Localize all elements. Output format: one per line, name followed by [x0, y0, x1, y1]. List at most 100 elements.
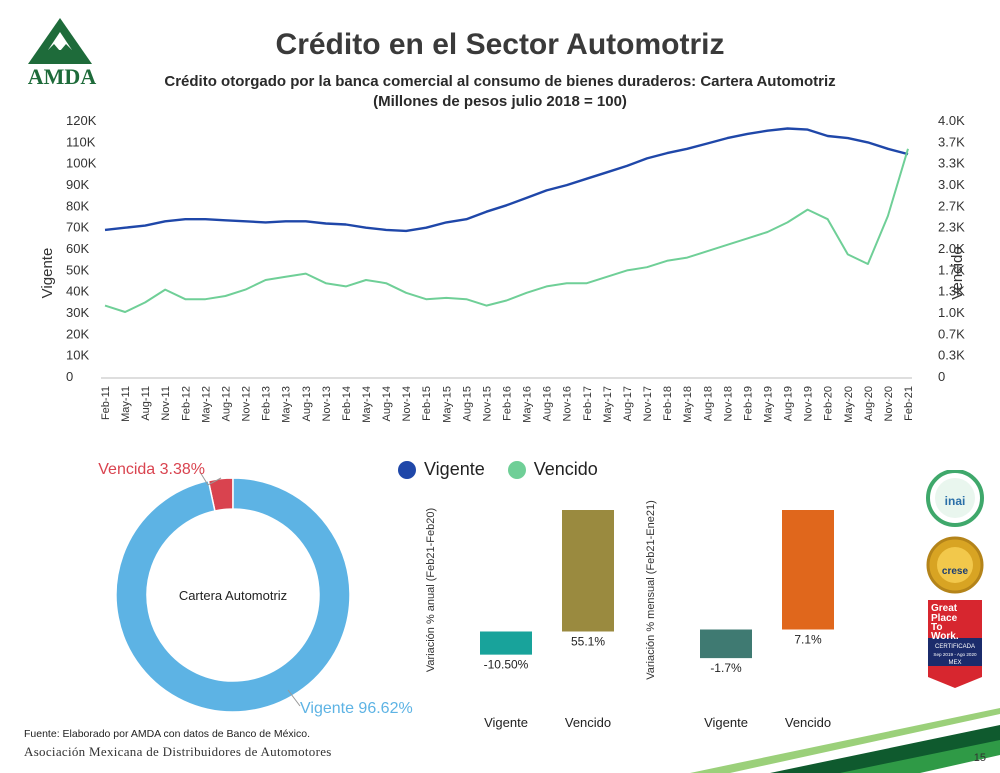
gptw-line-4: Work.	[931, 631, 959, 642]
donut-center-label: Cartera Automotriz	[179, 588, 287, 603]
y2-tick-label: 1.3K	[938, 284, 965, 299]
monthly-variation-bar-chart: Variación % mensual (Feb21-Ene21) -1.7% Vi…	[645, 500, 834, 730]
y2-tick-label: 0.7K	[938, 326, 965, 341]
annual-variation-bar-chart: Variación % anual (Feb21-Feb20) -10.50% Vi…	[425, 508, 614, 730]
vencida-leader-line	[199, 471, 222, 486]
legend-vigente-label: Vigente	[424, 459, 485, 479]
y-tick-label: 100K	[66, 156, 97, 171]
donut-chart: Cartera Automotriz Vencida 3.38% Vigente 9…	[98, 461, 413, 717]
y2-tick-label: 1.0K	[938, 305, 965, 320]
gptw-period: Sep 2019 - Ago 2020	[933, 652, 977, 657]
x-tick-label: Aug-19	[783, 386, 795, 421]
y-axis-label: Vigente	[39, 248, 56, 299]
x-tick-label: Feb-15	[421, 386, 433, 421]
crese-text: crese	[942, 566, 969, 577]
series-vigente-line	[104, 127, 909, 233]
y2-tick-label: 4.0K	[938, 113, 965, 128]
monthly-category-label: Vigente	[704, 715, 748, 730]
y2-tick-label: 2.3K	[938, 220, 965, 235]
x-tick-label: Nov-13	[321, 386, 333, 421]
y2-tick-label: 0.3K	[938, 348, 965, 363]
x-tick-label: May-15	[441, 386, 453, 423]
certification-badges: inai crese Great Place To Work. CERTIFIC…	[926, 470, 984, 688]
amda-logo: AMDA	[28, 18, 96, 89]
x-tick-label: May-19	[762, 386, 774, 423]
annual-category-label: Vigente	[484, 715, 528, 730]
y2-axis-label: Vencido	[949, 246, 966, 299]
y-tick-label: 80K	[66, 198, 89, 213]
great-place-to-work-badge: Great Place To Work. CERTIFICADA Sep 201…	[928, 600, 982, 688]
line-chart: 0 10K 20K 30K 40K 50K 60K 70K 80K 90K 100K 110K 120K…	[39, 113, 966, 423]
x-tick-label: Aug-14	[381, 386, 393, 421]
x-tick-label: Nov-11	[160, 386, 172, 421]
monthly-category-label: Vencido	[785, 715, 831, 730]
y2-tick-label: 2.0K	[938, 241, 965, 256]
x-tick-label: Feb-14	[341, 386, 353, 421]
slice-vigente	[115, 477, 351, 713]
vigente-leader-line	[287, 689, 301, 707]
x-tick-label: Nov-15	[481, 386, 493, 421]
x-tick-label: Feb-16	[502, 386, 514, 421]
x-tick-label: Aug-20	[863, 386, 875, 421]
monthly-value-label: 7.1%	[794, 633, 822, 647]
x-tick-label: Feb-13	[261, 386, 273, 421]
x-tick-label: Aug-18	[702, 386, 714, 421]
gptw-certificada: CERTIFICADA	[935, 644, 975, 650]
x-tick-label: Nov-17	[642, 386, 654, 421]
annual-y-axis-label: Variación % anual (Feb21-Feb20)	[425, 508, 437, 672]
x-tick-label: Feb-21	[903, 386, 915, 421]
y2-tick-label: 0	[938, 369, 945, 384]
y-tick-label: 40K	[66, 284, 89, 299]
crese-badge: crese	[926, 536, 984, 594]
subtitle-line-2: (Millones de pesos julio 2018 = 100)	[373, 93, 627, 110]
x-tick-label: May-20	[843, 386, 855, 423]
monthly-bar-vencido	[782, 510, 834, 630]
y-tick-label: 20K	[66, 326, 89, 341]
gptw-line-1: Great	[931, 603, 958, 614]
x-tick-label: May-17	[602, 386, 614, 423]
x-tick-label: Feb-20	[823, 386, 835, 421]
legend-vigente: Vigente	[398, 459, 485, 480]
x-tick-label: May-16	[522, 386, 534, 423]
x-tick-label: Aug-15	[461, 386, 473, 421]
y2-tick-label: 3.3K	[938, 156, 965, 171]
x-tick-label: Feb-12	[180, 386, 192, 421]
legend-vencido-marker	[507, 460, 526, 479]
annual-category-label: Vencido	[565, 715, 611, 730]
x-tick-label: Nov-18	[722, 386, 734, 421]
x-tick-label: Aug-16	[542, 386, 554, 421]
annual-bar-vigente	[480, 631, 532, 655]
slice-label-vigente: Vigente 96.62%	[300, 700, 413, 717]
legend-vigente-marker	[398, 460, 416, 479]
x-tick-label: Aug-11	[140, 386, 152, 421]
x-tick-label: May-13	[281, 386, 293, 423]
annual-value-label: -10.50%	[484, 658, 529, 672]
y-tick-label: 70K	[66, 220, 89, 235]
y2-tick-label: 3.0K	[938, 177, 965, 192]
legend-vencido-label: Vencido	[533, 459, 598, 479]
x-tick-label: May-11	[120, 386, 132, 422]
x-tick-label: Aug-17	[622, 386, 634, 421]
y-tick-label: 120K	[66, 113, 97, 128]
x-tick-label: Aug-13	[301, 386, 313, 421]
monthly-y-axis-label: Variación % mensual (Feb21-Ene21)	[645, 500, 657, 680]
annual-value-label: 55.1%	[571, 634, 605, 648]
slice-label-vencida: Vencida 3.38%	[98, 461, 205, 478]
y-tick-label: 10K	[66, 348, 89, 363]
chart-subtitle: Crédito otorgado por la banca comercial …	[0, 72, 1000, 112]
x-tick-label: Feb-19	[742, 386, 754, 421]
x-tick-label: May-14	[361, 386, 373, 423]
monthly-bar-vigente	[700, 629, 752, 659]
page-number: 15	[973, 752, 986, 764]
y2-tick-label: 3.7K	[938, 134, 965, 149]
annual-bar-vencido	[562, 510, 614, 632]
x-tick-label: Nov-19	[803, 386, 815, 421]
y-tick-label: 30K	[66, 305, 89, 320]
y-tick-label: 60K	[66, 241, 89, 256]
y2-tick-label: 2.7K	[938, 198, 965, 213]
y-tick-label: 110K	[66, 134, 96, 149]
x-tick-label: Nov-16	[562, 386, 574, 421]
x-tick-label: Feb-18	[662, 386, 674, 421]
y-tick-label: 50K	[66, 262, 89, 277]
gptw-country: MEX	[948, 660, 961, 666]
